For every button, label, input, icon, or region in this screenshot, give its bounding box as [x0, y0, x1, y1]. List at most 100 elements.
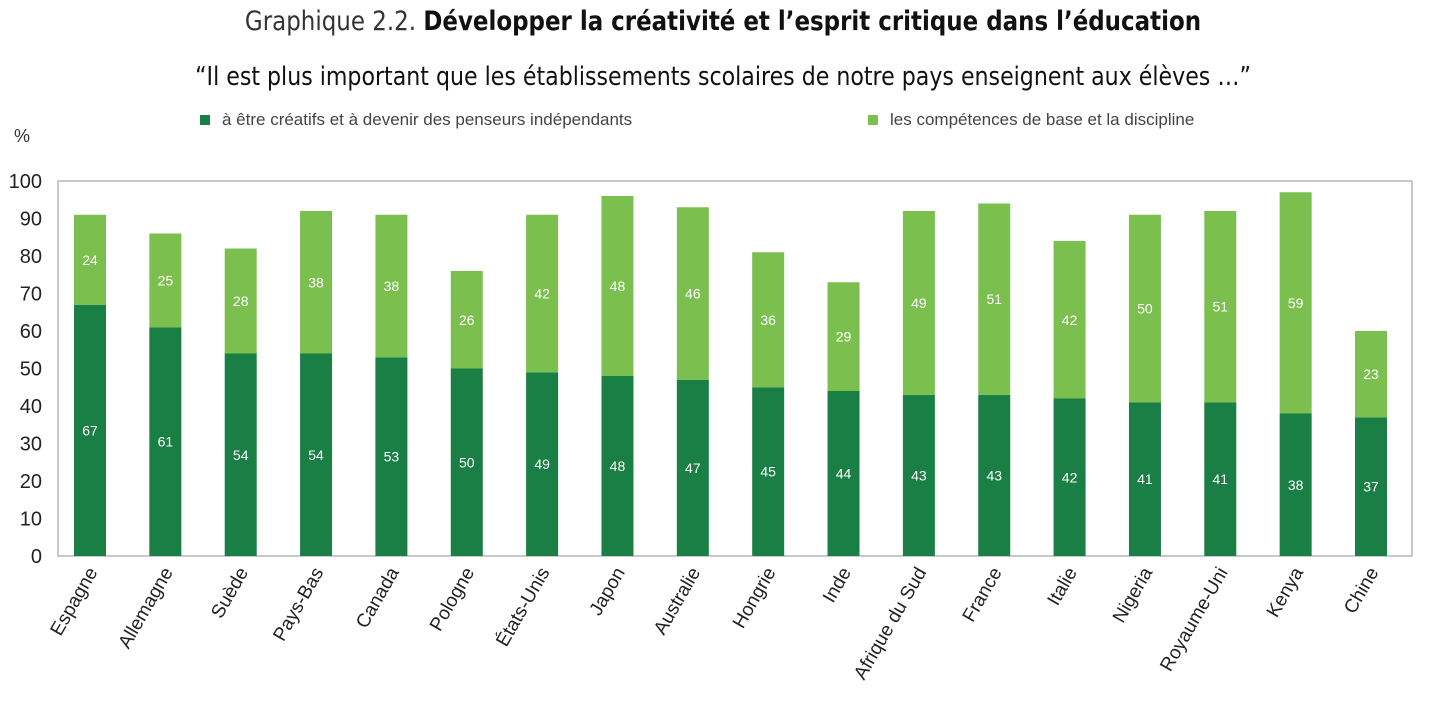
- y-tick-label: 20: [20, 471, 42, 493]
- legend-label-0: à être créatifs et à devenir des penseur…: [222, 110, 632, 129]
- bar-creative-0: [74, 304, 106, 556]
- bar-creative-10: [827, 391, 860, 556]
- y-tick-label: 50: [20, 359, 42, 381]
- bar-basic-4: [375, 214, 408, 358]
- x-tick-label: Japon: [586, 564, 630, 619]
- bar-creative-11: [902, 394, 935, 556]
- bar-basic-14: [1128, 214, 1161, 403]
- bar-basic-0: [74, 214, 106, 305]
- data-label: 25: [158, 272, 174, 288]
- y-tick-label: 30: [20, 434, 42, 456]
- data-label: 36: [760, 312, 776, 328]
- x-tick-label: Afrique du Sud: [850, 564, 931, 683]
- data-label: 24: [82, 252, 98, 268]
- x-tick-label: Suède: [207, 564, 253, 622]
- data-label: 54: [233, 447, 249, 463]
- x-tick-label: Italie: [1044, 564, 1082, 609]
- x-tick-label: Canada: [352, 564, 404, 633]
- x-tick-label: Hongrie: [729, 564, 780, 632]
- legend-label-1: les compétences de base et la discipline: [890, 110, 1194, 129]
- y-tick-label: 70: [20, 284, 42, 306]
- y-tick-label: 10: [20, 509, 42, 531]
- x-tick-label: Allemagne: [115, 564, 178, 652]
- x-tick-label: Kenya: [1263, 564, 1308, 622]
- bar-creative-9: [752, 387, 785, 556]
- data-label: 29: [836, 329, 852, 345]
- data-label: 45: [760, 464, 776, 480]
- legend-swatch-1: [868, 115, 878, 125]
- data-label: 43: [911, 467, 927, 483]
- data-label: 67: [82, 422, 98, 438]
- bar-creative-15: [1204, 402, 1237, 556]
- x-tick-label: Pologne: [426, 564, 479, 635]
- bar-basic-7: [601, 196, 634, 376]
- data-label: 41: [1213, 471, 1229, 487]
- data-label: 44: [836, 466, 852, 482]
- bar-creative-13: [1053, 398, 1086, 556]
- data-label: 50: [1137, 301, 1153, 317]
- bar-basic-5: [450, 271, 483, 369]
- bar-creative-14: [1128, 402, 1161, 556]
- x-tick-label: Inde: [819, 564, 856, 607]
- data-label: 23: [1363, 366, 1379, 382]
- data-label: 47: [685, 460, 701, 476]
- x-tick-label: Royaume-Uni: [1156, 564, 1232, 675]
- data-label: 46: [685, 286, 701, 302]
- data-label: 59: [1288, 295, 1304, 311]
- title-bold: Développer la créativité et l’esprit cri…: [423, 6, 1202, 37]
- x-tick-label: Australie: [650, 564, 705, 639]
- data-label: 38: [308, 274, 324, 290]
- chart-subtitle: “Il est plus important que les établisse…: [195, 62, 1251, 92]
- bar-basic-16: [1279, 192, 1312, 414]
- bar-creative-12: [978, 394, 1011, 556]
- bar-basic-9: [752, 252, 785, 388]
- y-axis-label: %: [14, 126, 30, 146]
- data-label: 54: [308, 447, 324, 463]
- data-label: 49: [911, 295, 927, 311]
- y-tick-label: 60: [20, 321, 42, 343]
- bar-creative-2: [224, 353, 257, 556]
- bar-basic-3: [300, 211, 333, 354]
- bar-basic-2: [224, 248, 257, 354]
- data-label: 42: [1062, 312, 1078, 328]
- bar-creative-16: [1279, 413, 1312, 556]
- bar-creative-3: [300, 353, 333, 556]
- x-tick-label: Chine: [1340, 564, 1383, 618]
- bar-basic-15: [1204, 211, 1237, 403]
- data-label: 51: [1213, 299, 1229, 315]
- bar-creative-1: [149, 327, 182, 556]
- plot-frame: [57, 180, 1413, 557]
- bar-basic-8: [676, 207, 709, 380]
- data-label: 51: [986, 291, 1002, 307]
- bar-basic-13: [1053, 241, 1086, 399]
- data-label: 41: [1137, 471, 1153, 487]
- bar-basic-12: [978, 203, 1011, 395]
- bar-basic-10: [827, 282, 860, 391]
- x-tick-label: Pays-Bas: [270, 564, 329, 645]
- x-tick-label: Nigeria: [1109, 564, 1157, 627]
- x-tick-label: États-Unis: [492, 564, 554, 650]
- bar-creative-6: [526, 372, 559, 556]
- bar-creative-5: [450, 368, 483, 556]
- data-label: 26: [459, 312, 475, 328]
- legend-swatch-0: [200, 115, 210, 125]
- data-label: 42: [534, 286, 550, 302]
- data-label: 49: [534, 456, 550, 472]
- data-label: 42: [1062, 469, 1078, 485]
- bar-creative-4: [375, 357, 408, 556]
- data-label: 37: [1363, 479, 1379, 495]
- y-tick-label: 100: [9, 171, 42, 193]
- y-tick-label: 40: [20, 396, 42, 418]
- bar-creative-7: [601, 376, 634, 556]
- data-label: 61: [158, 434, 174, 450]
- bar-creative-8: [676, 379, 709, 556]
- data-label: 38: [1288, 477, 1304, 493]
- y-tick-label: 0: [31, 546, 42, 568]
- x-tick-label: Espagne: [47, 564, 103, 639]
- data-label: 53: [384, 449, 400, 465]
- bar-creative-17: [1355, 417, 1387, 556]
- data-label: 43: [986, 467, 1002, 483]
- data-label: 50: [459, 454, 475, 470]
- y-tick-label: 90: [20, 209, 42, 231]
